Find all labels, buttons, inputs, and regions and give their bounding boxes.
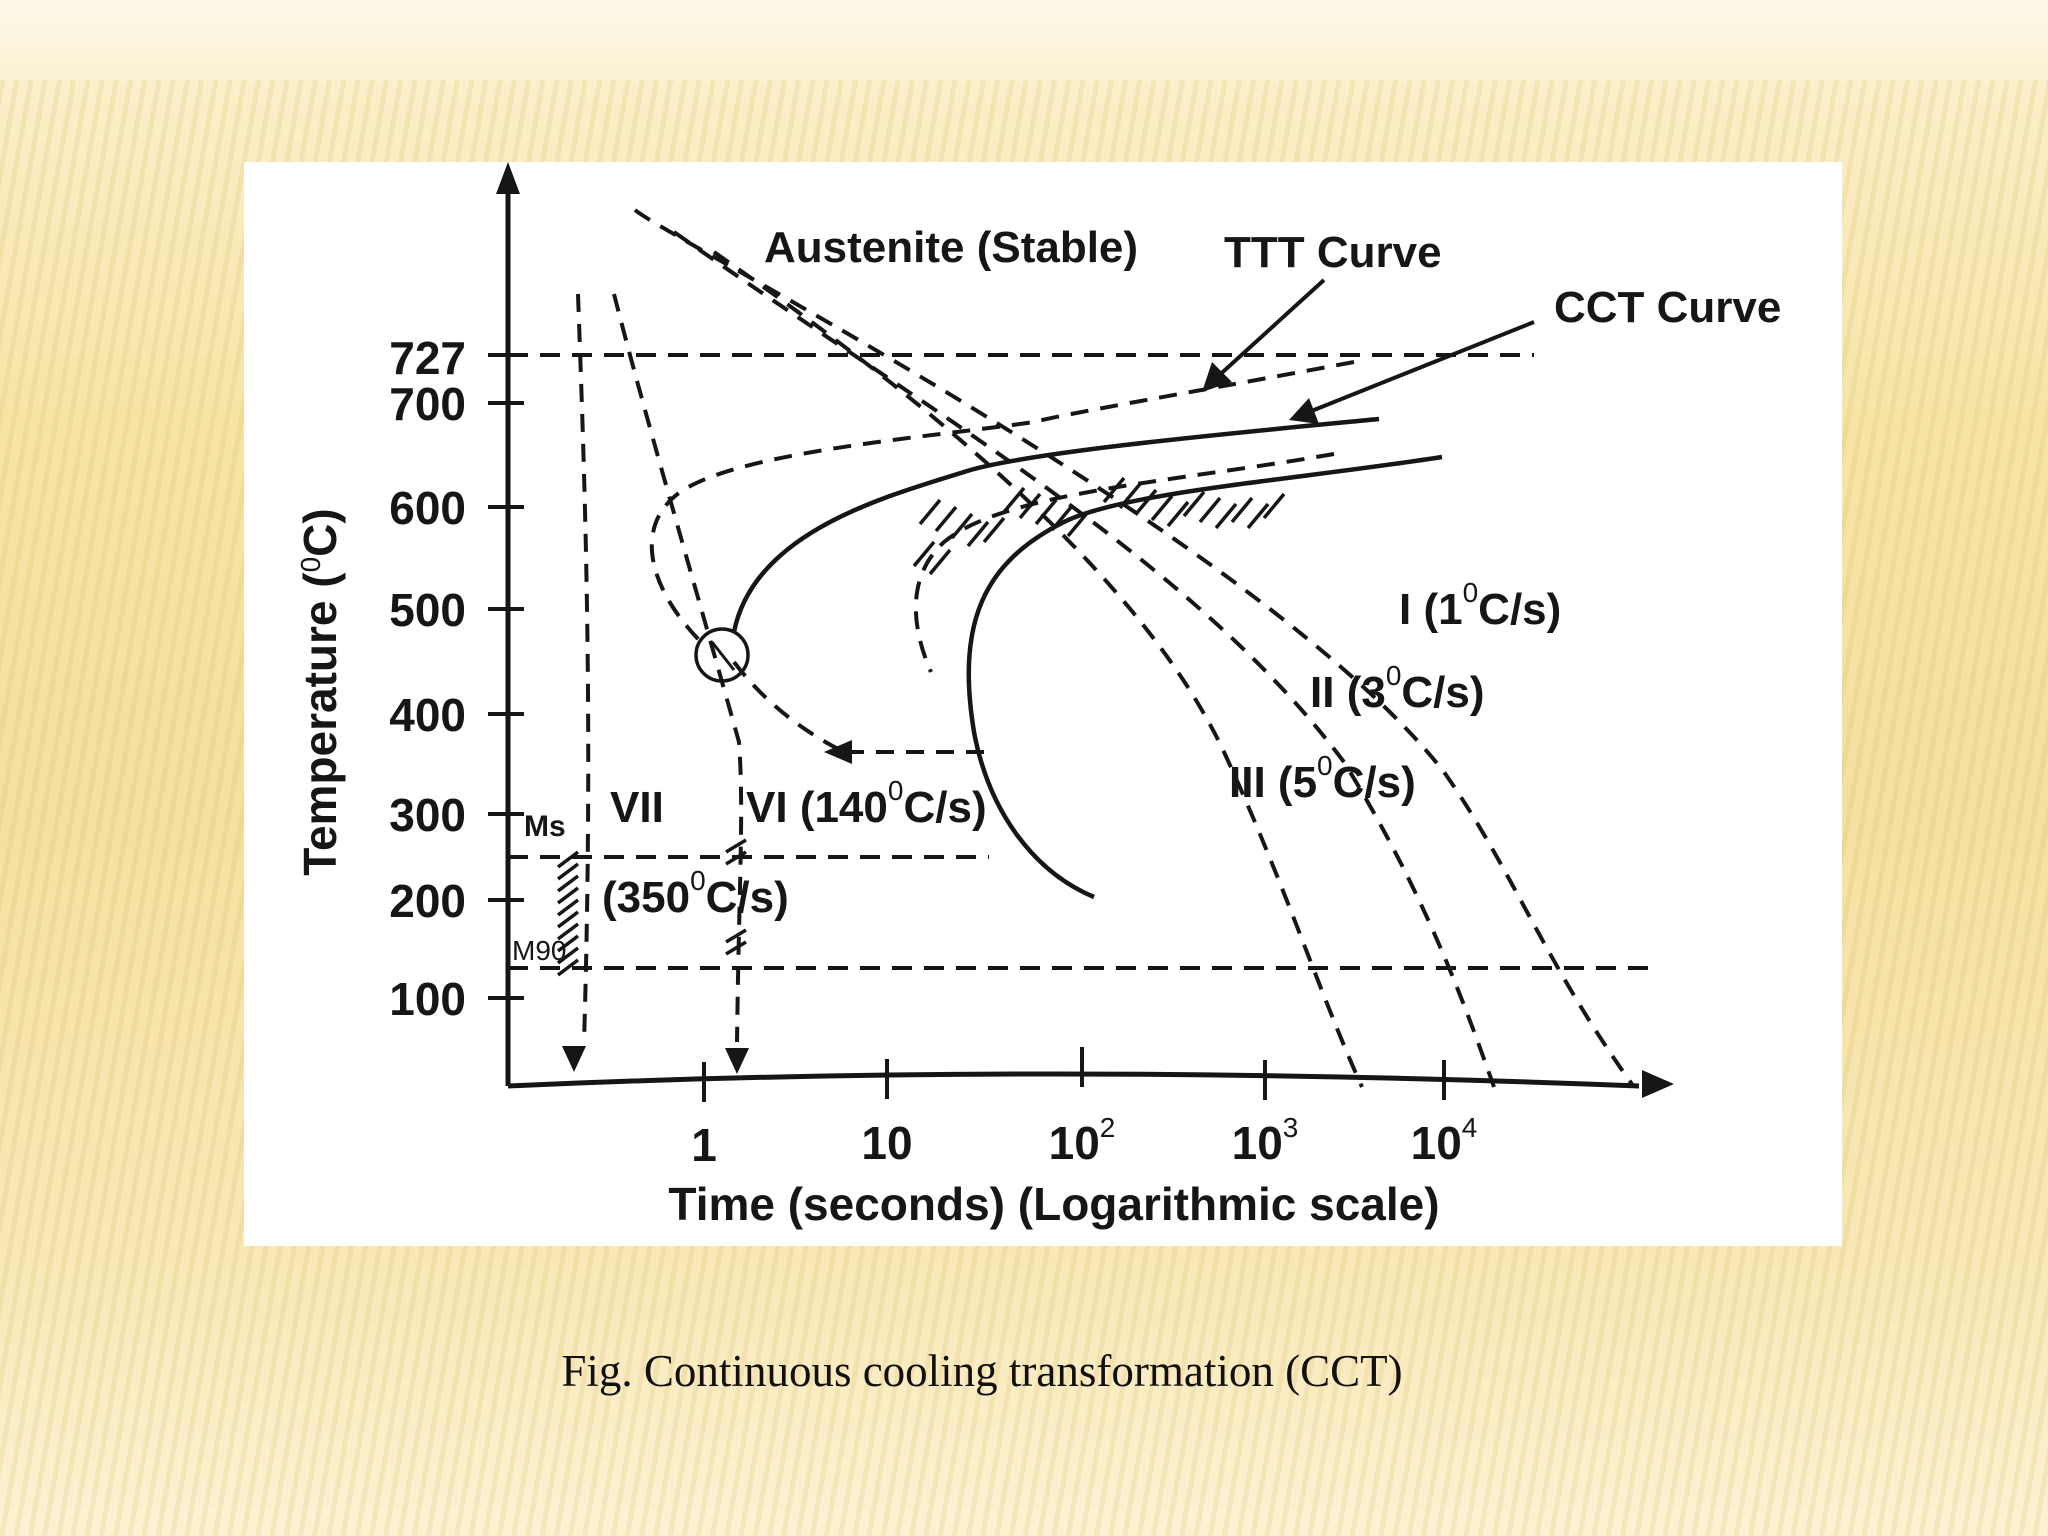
- y-tick-label: 500: [389, 584, 466, 636]
- x-tick-label: 10: [861, 1117, 912, 1169]
- y-tick-label: 700: [389, 378, 466, 430]
- slide-header-band: [0, 0, 2048, 80]
- cct-diagram: 727 700 600 500 400 300 200 100 Temperat…: [244, 162, 1842, 1246]
- y-tick-label: 400: [389, 689, 466, 741]
- cooling-curve-VI: [612, 293, 744, 1043]
- cooling-rate-label-I: I (10C/s): [1399, 577, 1561, 634]
- cct-finish-curve: [966, 454, 1443, 900]
- cct-pointer-arrowhead: [1289, 398, 1319, 424]
- martensite-hatching: [556, 838, 747, 977]
- ttt-pointer-arrowhead: [1202, 362, 1232, 392]
- x-axis-title: Time (seconds) (Logarithmic scale): [668, 1178, 1439, 1230]
- cooling-curve-VII: [576, 293, 591, 1043]
- austenite-label: Austenite (Stable): [764, 223, 1138, 272]
- y-tick-label: 200: [389, 875, 466, 927]
- cct-diagram-svg: 727 700 600 500 400 300 200 100 Temperat…: [294, 162, 1781, 1230]
- ttt-pointer-line: [1212, 278, 1326, 382]
- x-ticks: [702, 1047, 1446, 1102]
- nose-arrowhead: [824, 740, 852, 764]
- x-axis-arrow: [1642, 1070, 1674, 1098]
- x-axis-line: [507, 1071, 1640, 1089]
- arrowhead-VI: [725, 1048, 749, 1074]
- x-tick-label: 103: [1232, 1112, 1299, 1169]
- cct-pointer-line: [1303, 320, 1535, 416]
- cooling-curve-II: [672, 230, 1496, 1088]
- y-tick-labels: 727 700 600 500 400 300 200 100: [389, 332, 466, 1025]
- y-tick-label: 727: [389, 332, 466, 384]
- cooling-rate-label-VII: (3500C/s): [602, 865, 789, 922]
- x-tick-labels: 1 10 102 103 104: [691, 1112, 1477, 1171]
- ttt-curve-label: TTT Curve: [1224, 228, 1442, 277]
- ttt-finish-curve: [913, 452, 1335, 673]
- y-axis-arrow: [496, 162, 520, 194]
- cooling-rate-label-VI: VI (1400C/s): [746, 775, 987, 832]
- cooling-rate-label-VII-numeral: VII: [610, 783, 664, 832]
- y-ticks: [488, 353, 524, 1000]
- y-tick-label: 300: [389, 789, 466, 841]
- x-tick-label: 1: [691, 1119, 717, 1171]
- cooling-rate-label-II: II (30C/s): [1310, 660, 1485, 717]
- x-tick-label: 104: [1411, 1112, 1478, 1169]
- transformation-hatching: [912, 476, 1286, 576]
- x-tick-label: 102: [1049, 1112, 1116, 1169]
- cct-curve-label: CCT Curve: [1554, 283, 1781, 332]
- cct-start-curve: [731, 416, 1380, 633]
- figure-caption: Fig. Continuous cooling transformation (…: [561, 1346, 1403, 1396]
- ttt-start-curve: [649, 360, 1355, 642]
- cooling-curve-III: [712, 250, 1364, 1088]
- m90-label: M90: [512, 935, 566, 966]
- nose-circle: [694, 627, 750, 683]
- cooling-curve-VI-branch: [732, 660, 845, 754]
- y-tick-label: 100: [389, 973, 466, 1025]
- ms-label: Ms: [524, 810, 566, 843]
- y-axis-title: Temperature (0C): [294, 508, 346, 875]
- cooling-rate-label-III: III (50C/s): [1229, 750, 1416, 807]
- y-tick-label: 600: [389, 482, 466, 534]
- arrowhead-VII: [562, 1046, 586, 1072]
